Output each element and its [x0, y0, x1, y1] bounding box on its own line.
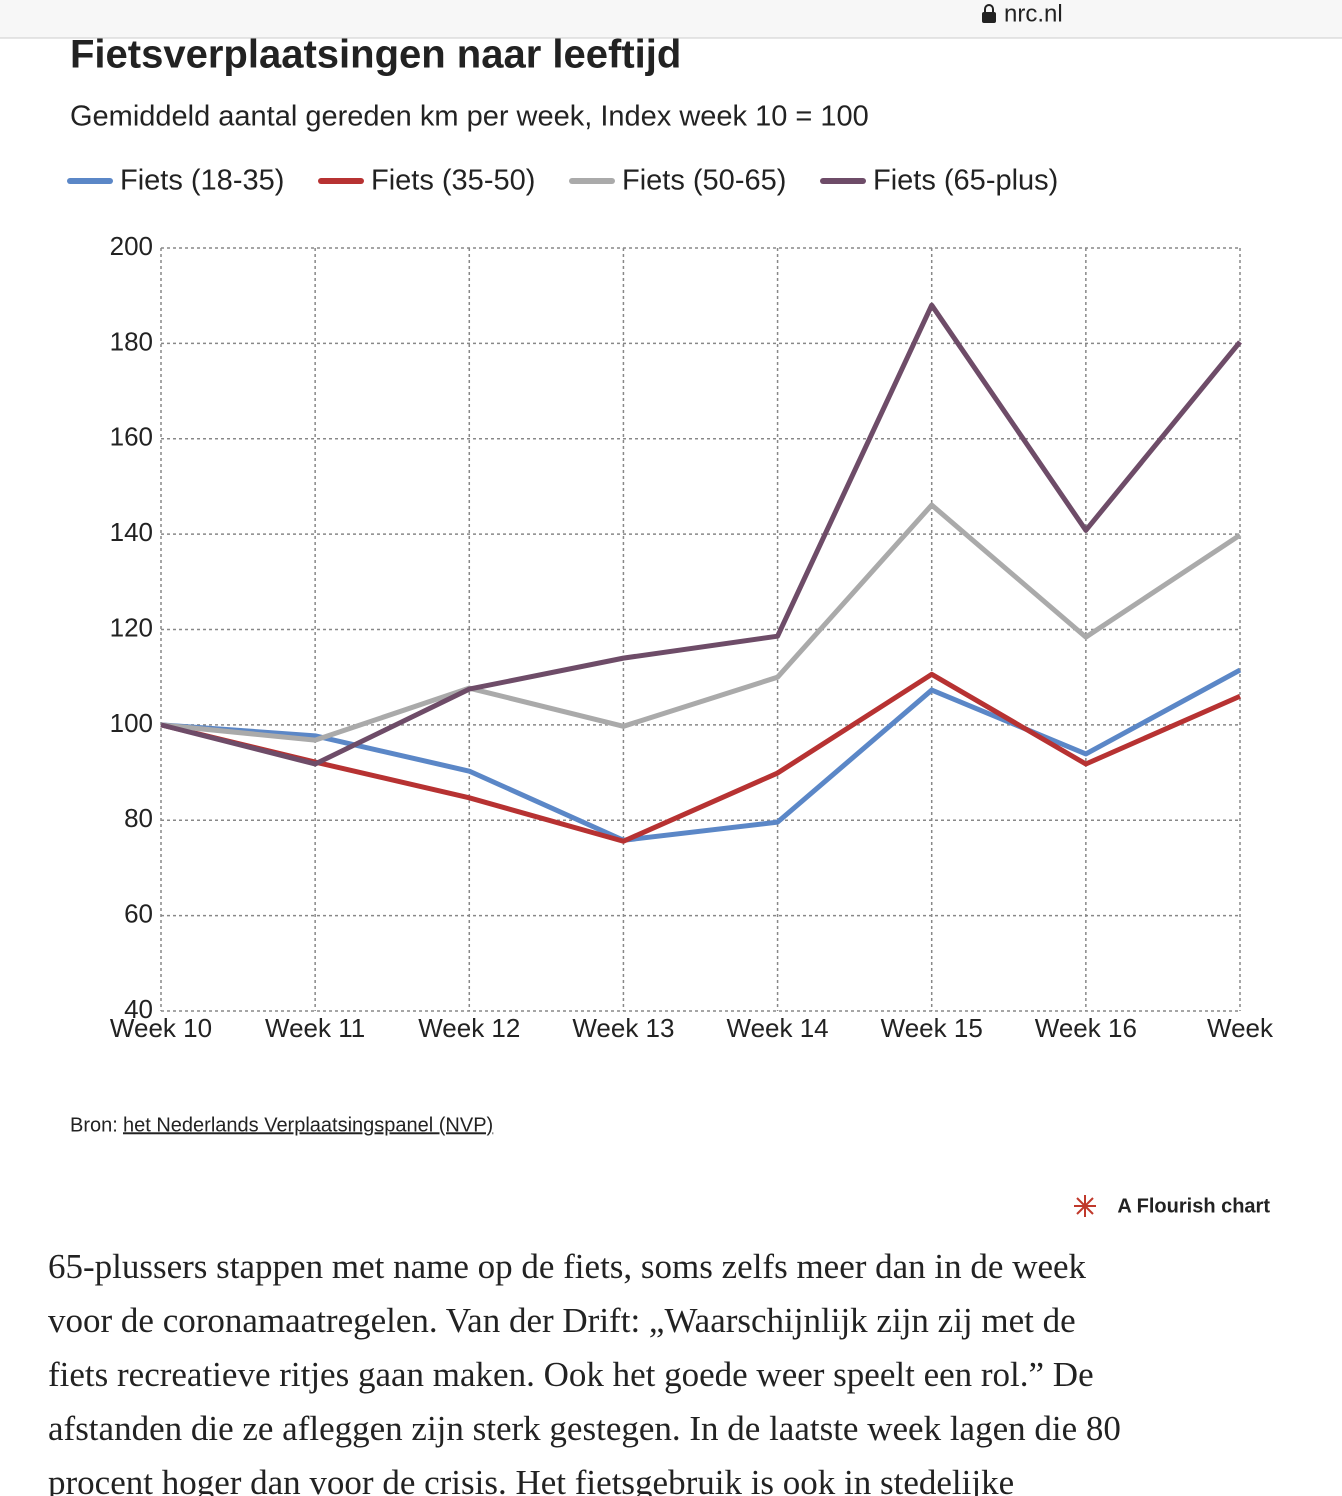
article-line: procent hoger dan voor de crisis. Het fi… — [48, 1463, 1014, 1496]
y-tick-label: 120 — [110, 612, 153, 642]
x-tick-label: Week 12 — [418, 1013, 520, 1043]
x-tick-label: Week 15 — [881, 1013, 983, 1043]
article-line: afstanden die ze afleggen zijn sterk ges… — [48, 1409, 1121, 1448]
legend-label: Fiets (35-50) — [371, 165, 535, 197]
series-line — [160, 667, 1242, 843]
legend-label: Fiets (65-plus) — [873, 165, 1058, 197]
y-tick-label: 160 — [110, 422, 153, 452]
source-label: Bron: — [70, 1114, 118, 1136]
x-tick-label: Week 16 — [1035, 1013, 1137, 1043]
legend-label: Fiets (50-65) — [622, 165, 786, 197]
y-tick-label: 80 — [124, 803, 153, 833]
x-tick-label: Week — [1207, 1013, 1274, 1043]
series-line — [160, 502, 1242, 743]
legend-label: Fiets (18-35) — [120, 165, 284, 197]
x-tick-label: Week 14 — [727, 1013, 829, 1043]
y-tick-label: 200 — [110, 231, 153, 261]
article-line: 65-plussers stappen met name op de fiets… — [48, 1247, 1087, 1286]
article-line: fiets recreatieve ritjes gaan maken. Ook… — [48, 1355, 1094, 1394]
x-tick-label: Week 10 — [110, 1013, 212, 1043]
series-line — [160, 302, 1242, 767]
x-tick-label: Week 11 — [265, 1013, 365, 1043]
y-tick-label: 140 — [110, 517, 153, 547]
chart-title: Fietsverplaatsingen naar leeftijd — [70, 33, 681, 77]
chart-subtitle: Gemiddeld aantal gereden km per week, In… — [70, 101, 869, 133]
x-tick-label: Week 13 — [572, 1013, 674, 1043]
y-tick-label: 40 — [124, 994, 153, 1024]
url[interactable]: nrc.nl — [1004, 0, 1063, 27]
y-tick-label: 180 — [110, 326, 153, 356]
address-bar — [0, 0, 1342, 38]
article-line: voor de coronamaatregelen. Van der Drift… — [48, 1301, 1076, 1340]
flourish-logo — [1074, 1195, 1096, 1217]
lock-icon — [982, 4, 996, 23]
y-tick-label: 100 — [110, 708, 153, 738]
y-tick-label: 60 — [124, 899, 153, 929]
source-link[interactable]: het Nederlands Verplaatsingspanel (NVP) — [123, 1114, 493, 1136]
series-line — [160, 671, 1242, 844]
flourish-credit[interactable]: A Flourish chart — [1117, 1195, 1270, 1217]
